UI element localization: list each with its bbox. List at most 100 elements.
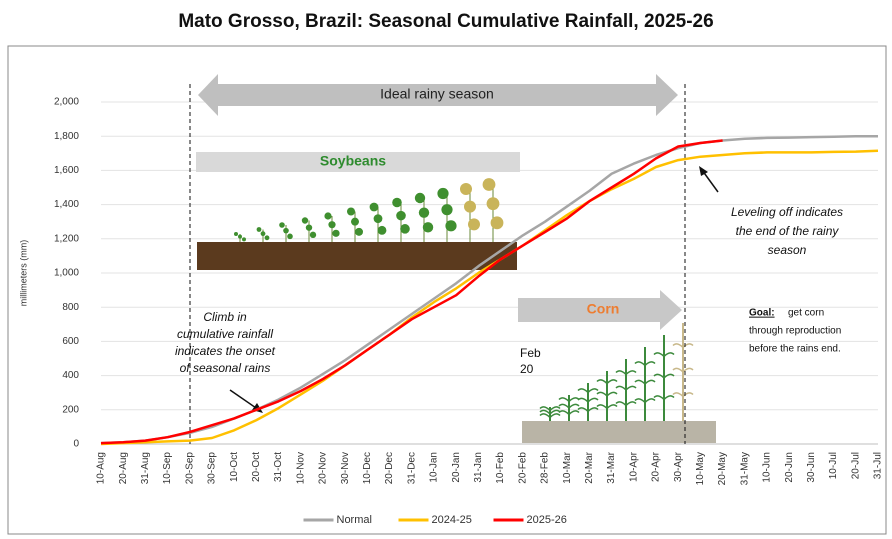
series-line: [100, 139, 723, 445]
x-tick-label: 10-Sep: [162, 452, 173, 485]
x-tick-label: 31-May: [739, 452, 750, 485]
x-tick-label: 20-Apr: [651, 451, 662, 482]
x-tick-label: 20-May: [717, 452, 728, 485]
leaf: [418, 207, 430, 218]
leaf: [377, 225, 387, 235]
leaf: [539, 413, 561, 419]
leaf: [351, 217, 359, 226]
leaf: [596, 404, 618, 410]
leaf: [460, 183, 472, 195]
leaf: [672, 343, 694, 349]
season-label: Ideal rainy season: [380, 86, 494, 102]
x-tick-label: 20-Mar: [584, 451, 595, 483]
leaf: [283, 227, 289, 234]
x-tick-label: 20-Jul: [850, 452, 861, 479]
x-tick-label: 20-Feb: [517, 452, 528, 484]
x-tick-label: 20-Aug: [118, 452, 129, 484]
goal-note: through reproduction: [749, 326, 841, 337]
leaf: [577, 407, 599, 413]
leveling-note: the end of the rainy: [736, 224, 840, 238]
y-tick-label: 1,200: [54, 233, 79, 244]
x-tick-label: 10-Mar: [562, 451, 573, 483]
x-tick-label: 20-Nov: [318, 452, 329, 484]
x-tick-label: 31-Oct: [273, 452, 284, 482]
leaf: [486, 197, 500, 211]
leaf: [437, 187, 449, 200]
leaf: [558, 410, 580, 416]
goal-label: Goal:: [749, 308, 775, 319]
climb-arrow: [229, 389, 260, 411]
series-line: [100, 149, 879, 446]
x-tick-label: 30-Sep: [207, 452, 218, 485]
leaf: [558, 403, 580, 409]
x-tick-label: 10-Jun: [762, 452, 773, 483]
soybean-bar: [196, 152, 520, 172]
frame: [7, 45, 887, 535]
x-tick-label: 10-Aug: [96, 452, 107, 484]
feb-label: Feb: [520, 346, 541, 360]
y-tick-label: 1,800: [54, 131, 79, 142]
leaf: [445, 220, 457, 232]
leaf: [596, 391, 618, 397]
leaf: [242, 237, 246, 242]
x-tick-label: 20-Dec: [384, 452, 395, 484]
y-tick-label: 0: [73, 439, 79, 450]
leaf: [615, 385, 637, 391]
season-arrow: [198, 74, 678, 116]
leaf: [596, 379, 618, 385]
leaf: [369, 202, 379, 212]
x-tick-label: 28-Feb: [540, 452, 551, 484]
leaf: [355, 227, 363, 236]
x-tick-label: 30-Jun: [806, 452, 817, 483]
leaf: [373, 214, 383, 224]
chart-title: Mato Grosso, Brazil: Seasonal Cumulative…: [178, 11, 713, 32]
feb-label: 20: [520, 362, 534, 376]
x-tick-label: 31-Jul: [873, 452, 884, 479]
x-tick-label: 31-Dec: [406, 452, 417, 484]
leaf: [301, 217, 309, 224]
x-tick-label: 10-Oct: [229, 452, 240, 482]
corn-plants: [539, 323, 694, 421]
goal-note: before the rains end.: [749, 344, 841, 355]
leaf: [392, 197, 402, 208]
x-tick-label: 30-Nov: [340, 452, 351, 484]
x-tick-label: 31-Aug: [140, 452, 151, 484]
x-tick-label: 10-Apr: [628, 451, 639, 482]
leaf: [305, 224, 313, 231]
legend-label: Normal: [337, 514, 372, 526]
leaf: [400, 224, 410, 234]
leaf: [577, 397, 599, 403]
leveling-note: season: [768, 243, 807, 257]
leaf: [234, 232, 238, 236]
leaf: [615, 370, 637, 376]
leaf: [634, 398, 656, 404]
soybean-label: Soybeans: [320, 153, 386, 169]
corn-label: Corn: [587, 301, 620, 317]
y-tick-label: 200: [62, 404, 79, 415]
leaf: [324, 212, 332, 220]
leaf: [653, 373, 675, 379]
y-tick-label: 1,400: [54, 199, 79, 210]
climb-note: cumulative rainfall: [177, 327, 273, 341]
leaf: [414, 192, 426, 204]
y-tick-label: 800: [62, 302, 79, 313]
leaf: [464, 200, 476, 213]
leaf: [260, 231, 266, 237]
leaf: [672, 392, 694, 398]
x-tick-label: 20-Sep: [184, 452, 195, 485]
leaf: [441, 204, 453, 216]
leaf: [653, 352, 675, 358]
x-tick-label: 20-Jan: [451, 452, 462, 483]
legend-label: 2024-25: [432, 514, 472, 526]
climb-note: of seasonal rains: [180, 361, 271, 375]
climb-note: Climb in: [203, 310, 247, 324]
x-tick-label: 10-Jul: [828, 452, 839, 479]
leaf: [482, 178, 496, 191]
y-axis-label: millimeters (mm): [18, 240, 28, 307]
leaf: [422, 222, 434, 233]
leveling-arrowhead: [699, 166, 708, 176]
corn-arrow: [518, 290, 682, 330]
leaf: [577, 388, 599, 394]
x-tick-label: 10-Feb: [495, 452, 506, 484]
leaf: [468, 218, 480, 231]
